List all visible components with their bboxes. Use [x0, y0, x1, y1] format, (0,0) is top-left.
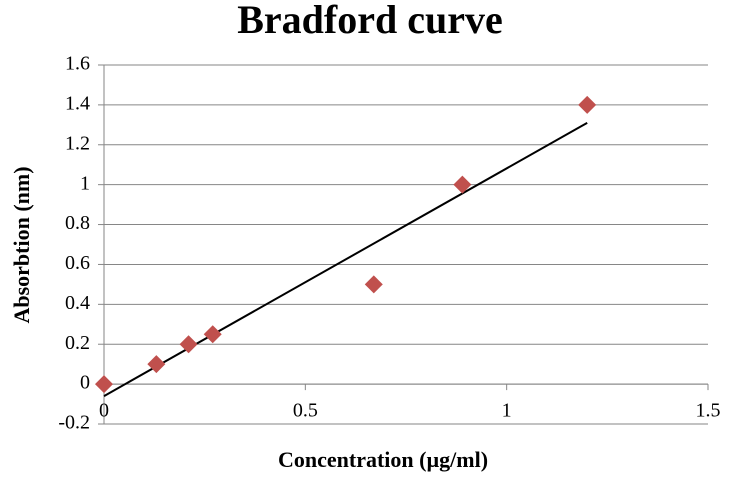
x-axis-title: Concentration (µg/ml) [278, 447, 488, 472]
y-tick-label: 1 [80, 172, 90, 194]
y-tick-label: 0.2 [65, 332, 90, 354]
y-tick-label: 0 [80, 372, 90, 394]
x-tick-label: 1.5 [696, 400, 721, 422]
x-tick-label: 0 [99, 400, 109, 422]
y-tick-label: 1.2 [65, 132, 90, 154]
marker [203, 325, 222, 344]
x-tick-label: 0.5 [293, 400, 318, 422]
y-tick-label: 0.8 [65, 212, 90, 234]
chart-title: Bradford curve [237, 0, 503, 42]
marker [578, 95, 597, 114]
y-axis-title: Absorbtion (nm) [9, 166, 34, 323]
marker [95, 375, 113, 394]
y-tick-label: 1.4 [65, 92, 90, 114]
marker [453, 175, 472, 194]
y-tick-label: 0.6 [65, 252, 90, 274]
y-tick-label: 0.4 [65, 292, 90, 314]
marker [179, 335, 198, 354]
trendline [103, 121, 588, 397]
marker [364, 275, 383, 294]
y-tick-label: 1.6 [65, 53, 90, 75]
y-tick-label: -0.2 [58, 412, 90, 434]
marker [147, 355, 166, 374]
x-tick-label: 1 [502, 400, 512, 422]
